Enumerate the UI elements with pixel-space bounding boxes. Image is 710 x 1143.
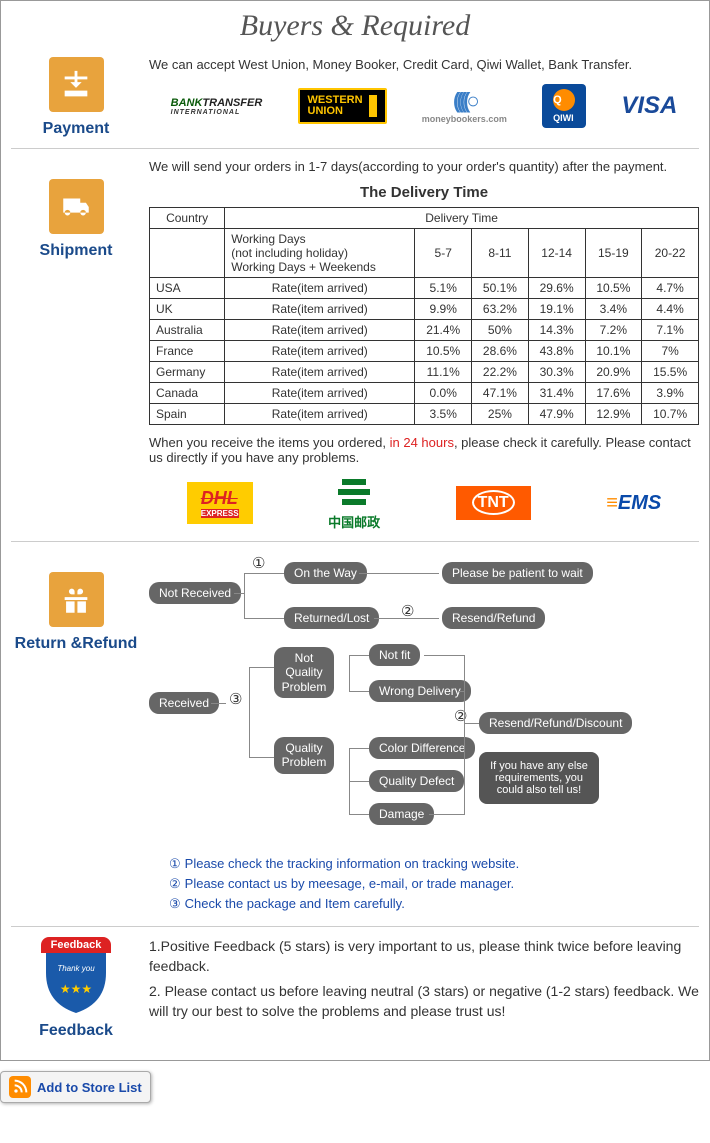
node-quality-problem: Quality Problem (274, 737, 334, 774)
node-received: Received (149, 692, 219, 714)
return-notes: ①Please check the tracking information o… (149, 856, 699, 912)
shipment-note: When you receive the items you ordered, … (149, 435, 699, 465)
payment-section: Payment We can accept West Union, Money … (11, 47, 699, 149)
table-row: UKRate(item arrived)9.9%63.2%19.1%3.4%4.… (150, 299, 699, 320)
shipment-intro: We will send your orders in 1-7 days(acc… (149, 159, 699, 174)
return-refund-label: Return &Refund (11, 635, 141, 653)
visa-logo: VISA (613, 88, 685, 124)
gift-icon (49, 572, 104, 627)
table-row: USARate(item arrived)5.1%50.1%29.6%10.5%… (150, 278, 699, 299)
feedback-line-2: 2. Please contact us before leaving neut… (149, 982, 699, 1021)
add-to-store-text: Add to Store List (37, 1080, 142, 1095)
payment-logo-row: BANKTRANSFER INTERNATIONAL WESTERN UNION… (149, 84, 699, 128)
feedback-label: Feedback (11, 1022, 141, 1040)
table-row: SpainRate(item arrived)3.5%25%47.9%12.9%… (150, 404, 699, 425)
node-patient: Please be patient to wait (442, 562, 593, 584)
svg-text:★★★: ★★★ (60, 982, 92, 996)
table-row: FranceRate(item arrived)10.5%28.6%43.8%1… (150, 341, 699, 362)
flow-diagram: Not Received ① On the Way Please be pati… (149, 552, 689, 852)
shipment-icon (49, 179, 104, 234)
carrier-logo-row: DHL EXPRESS 中国邮政 TNT ≡EMS (149, 475, 699, 531)
node-color-diff: Color Difference (369, 737, 475, 759)
bank-transfer-logo: BANKTRANSFER INTERNATIONAL (163, 88, 271, 124)
dhl-logo: DHL EXPRESS (187, 482, 253, 524)
node-resend-refund-discount: Resend/Refund/Discount (479, 712, 632, 734)
node-not-fit: Not fit (369, 644, 420, 666)
ems-logo: ≡EMS (606, 492, 661, 515)
node-returned-lost: Returned/Lost (284, 607, 379, 629)
payment-intro: We can accept West Union, Money Booker, … (149, 57, 699, 72)
sub-header-cell: Working Days (not including holiday) Wor… (225, 229, 415, 278)
node-not-received: Not Received (149, 582, 241, 604)
feedback-badge: Feedback Thank you ★★★ (41, 937, 111, 1016)
tnt-logo: TNT (456, 486, 531, 520)
feedback-line-1: 1.Positive Feedback (5 stars) is very im… (149, 937, 699, 976)
node-wrong-delivery: Wrong Delivery (369, 680, 471, 702)
payment-label: Payment (11, 120, 141, 138)
banner-title: Buyers & Required (11, 1, 699, 47)
return-refund-section: Return &Refund Not Received ① On the Way… (11, 542, 699, 927)
rss-icon (9, 1076, 31, 1098)
western-union-logo: WESTERN UNION (298, 88, 387, 124)
node-resend-refund: Resend/Refund (442, 607, 545, 629)
node-not-quality: Not Quality Problem (274, 647, 334, 698)
delivery-table: Country Delivery Time Working Days (not … (149, 207, 699, 425)
delivery-table-title: The Delivery Time (149, 184, 699, 201)
node-damage: Damage (369, 803, 434, 825)
table-row: GermanyRate(item arrived)11.1%22.2%30.3%… (150, 362, 699, 383)
feedback-section: Feedback Thank you ★★★ Feedback 1.Positi… (11, 927, 699, 1050)
qiwi-logo: Q QIWI (542, 84, 586, 128)
table-row: CanadaRate(item arrived)0.0%47.1%31.4%17… (150, 383, 699, 404)
badge-sub-text: Thank you (57, 964, 95, 973)
china-post-logo: 中国邮政 (328, 475, 380, 531)
node-quality-defect: Quality Defect (369, 770, 464, 792)
add-to-store-button[interactable]: Add to Store List (0, 1071, 151, 1103)
payment-icon (49, 57, 104, 112)
shipment-label: Shipment (11, 242, 141, 260)
callout-note: If you have any else requirements, you c… (479, 752, 599, 804)
shipment-section: Shipment We will send your orders in 1-7… (11, 149, 699, 542)
node-on-the-way: On the Way (284, 562, 367, 584)
moneybookers-logo: ((((○ moneybookers.com (414, 88, 515, 124)
table-row: AustraliaRate(item arrived)21.4%50%14.3%… (150, 320, 699, 341)
